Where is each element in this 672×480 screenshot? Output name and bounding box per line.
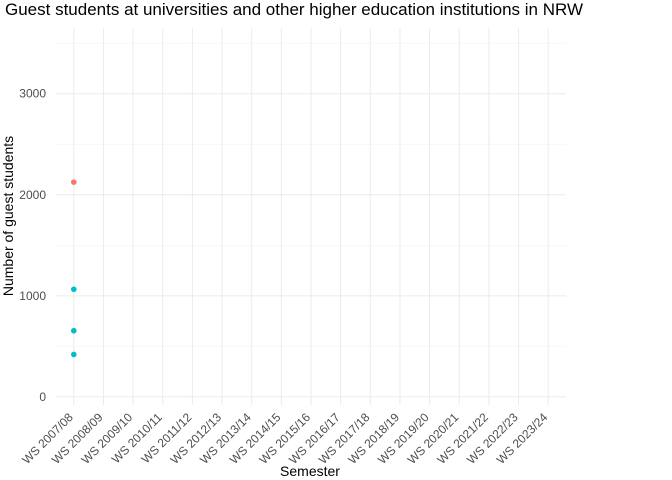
y-tick-label: 0 bbox=[39, 390, 46, 404]
x-axis-title: Semester bbox=[280, 463, 340, 479]
data-point bbox=[70, 327, 77, 334]
grid bbox=[56, 28, 566, 405]
y-axis-title: Number of guest students bbox=[0, 136, 16, 296]
y-tick-label: 1000 bbox=[19, 289, 46, 303]
data-point bbox=[70, 286, 77, 293]
y-axis-ticks: 0 1000 2000 3000 bbox=[19, 87, 46, 404]
y-tick-label: 2000 bbox=[19, 188, 46, 202]
data-points bbox=[70, 179, 77, 358]
chart-title: Guest students at universities and other… bbox=[5, 0, 583, 19]
y-tick-label: 3000 bbox=[19, 87, 46, 101]
data-point bbox=[70, 351, 77, 358]
data-point bbox=[70, 179, 77, 185]
